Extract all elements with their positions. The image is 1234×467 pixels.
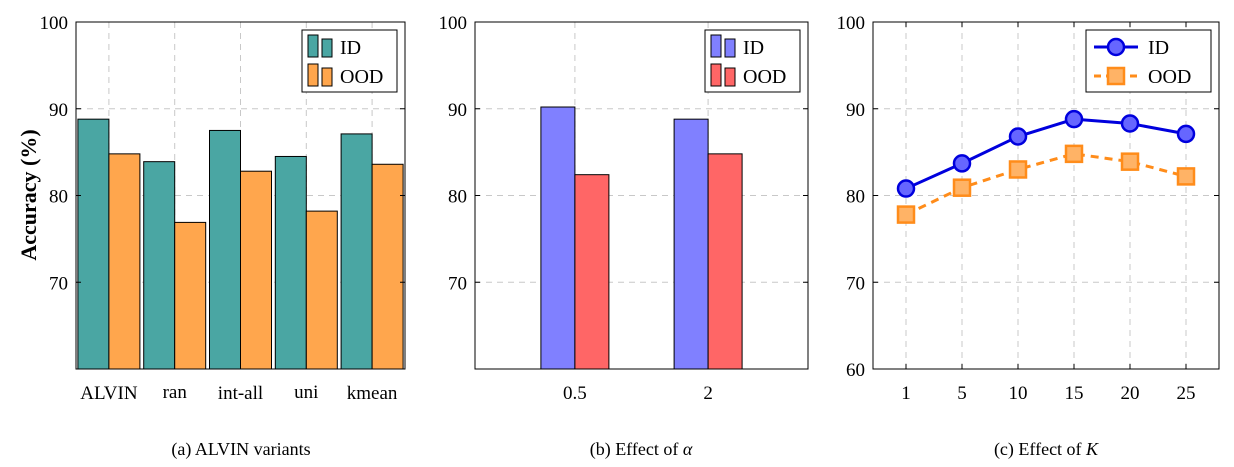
legend-swatch-ood: [321, 67, 333, 87]
point-ood-5: [952, 178, 972, 197]
legend-label-ood: OOD: [1148, 66, 1191, 88]
legend-marker-id: [1106, 37, 1126, 57]
panel-caption: (c) Effect of K: [994, 439, 1099, 460]
x-tick-label: 15: [1065, 383, 1084, 404]
bar-id-int-all: [209, 129, 241, 370]
bar-id-2: [673, 118, 709, 370]
y-tick-label: 90: [846, 100, 865, 121]
x-tick-label: ALVIN: [80, 383, 138, 404]
legend: ID OOD: [1085, 29, 1212, 93]
y-tick-label: 70: [448, 273, 467, 294]
bar-id-ALVIN: [77, 118, 110, 370]
x-tick-label: 5: [957, 383, 967, 404]
point-id-15: [1064, 109, 1084, 129]
bar-ood-ALVIN: [108, 153, 141, 370]
x-tick-label: 10: [1009, 383, 1028, 404]
legend-swatch-id: [710, 34, 722, 58]
y-tick-label: 70: [846, 273, 865, 294]
y-axis-label: Accuracy (%): [16, 129, 41, 260]
y-tick-label: 80: [448, 187, 467, 208]
legend-label-ood: OOD: [743, 66, 786, 88]
bar-ood-int-all: [240, 170, 272, 370]
point-ood-1: [896, 205, 916, 224]
x-tick-label: 20: [1121, 383, 1140, 404]
point-ood-25: [1176, 167, 1196, 186]
caption-symbol: K: [1085, 439, 1099, 459]
bar-id-0.5: [540, 106, 576, 370]
chart-panel-1: 70 80 90 100 ALVIN ran int-all uni kmean ID OOD (a)…: [40, 13, 406, 460]
point-ood-20: [1120, 152, 1140, 171]
caption-text: (c) Effect of: [994, 439, 1086, 460]
series-line-id: [905, 117, 1187, 190]
point-id-20: [1120, 114, 1140, 133]
legend-label-id: ID: [1148, 37, 1169, 59]
y-tick-label: 60: [846, 360, 865, 381]
bar-ood-kmean: [371, 163, 404, 370]
y-tick-label: 80: [846, 187, 865, 208]
legend-label-id: ID: [743, 37, 764, 59]
point-ood-10: [1008, 160, 1028, 179]
x-tick-label: 2: [703, 383, 713, 404]
y-tick-label: 90: [448, 100, 467, 121]
legend-swatch-ood: [724, 67, 736, 87]
bar-id-kmean: [340, 133, 373, 370]
legend-swatch-ood: [307, 63, 319, 87]
point-id-1: [896, 179, 916, 198]
bar-id-uni: [274, 155, 307, 370]
legend: ID OOD: [704, 29, 801, 93]
y-tick-label: 70: [49, 273, 68, 294]
legend-swatch-ood: [710, 63, 722, 87]
series-line-ood: [905, 152, 1187, 216]
caption-symbol: α: [683, 439, 693, 459]
bar-id-ran: [143, 161, 176, 370]
x-tick-label: 1: [901, 383, 911, 404]
legend-swatch-id: [307, 34, 319, 58]
y-tick-label: 90: [49, 100, 68, 121]
point-ood-15: [1064, 144, 1084, 164]
x-tick-label: kmean: [347, 383, 398, 404]
x-tick-label: int-all: [218, 383, 263, 404]
panel-caption: (a) ALVIN variants: [171, 439, 310, 460]
legend-swatch-id: [724, 38, 736, 58]
legend-label-id: ID: [340, 37, 361, 59]
bar-ood-uni: [305, 210, 338, 370]
point-id-25: [1176, 124, 1196, 144]
panel-caption: (b) Effect of α: [590, 439, 693, 460]
legend-swatch-id: [321, 38, 333, 58]
caption-text: (b) Effect of: [590, 439, 683, 460]
y-tick-label: 100: [837, 13, 866, 34]
bar-ood-0.5: [574, 174, 610, 370]
x-tick-label: 0.5: [563, 383, 587, 404]
y-tick-label: 100: [439, 13, 468, 34]
point-id-5: [952, 154, 972, 173]
y-tick-label: 100: [40, 13, 69, 34]
y-tick-label: 80: [49, 187, 68, 208]
bar-ood-ran: [174, 221, 207, 370]
x-tick-label: uni: [294, 382, 318, 403]
legend: ID OOD: [301, 29, 398, 93]
x-tick-label: ran: [163, 382, 188, 403]
x-tick-label: 25: [1177, 383, 1196, 404]
legend-marker-ood: [1106, 66, 1126, 86]
legend-label-ood: OOD: [340, 66, 383, 88]
chart-panel-2: 70 80 90 100 0.5 2 ID OOD (b) Effect of α: [439, 13, 809, 460]
bar-ood-2: [707, 153, 743, 370]
point-id-10: [1008, 127, 1028, 146]
